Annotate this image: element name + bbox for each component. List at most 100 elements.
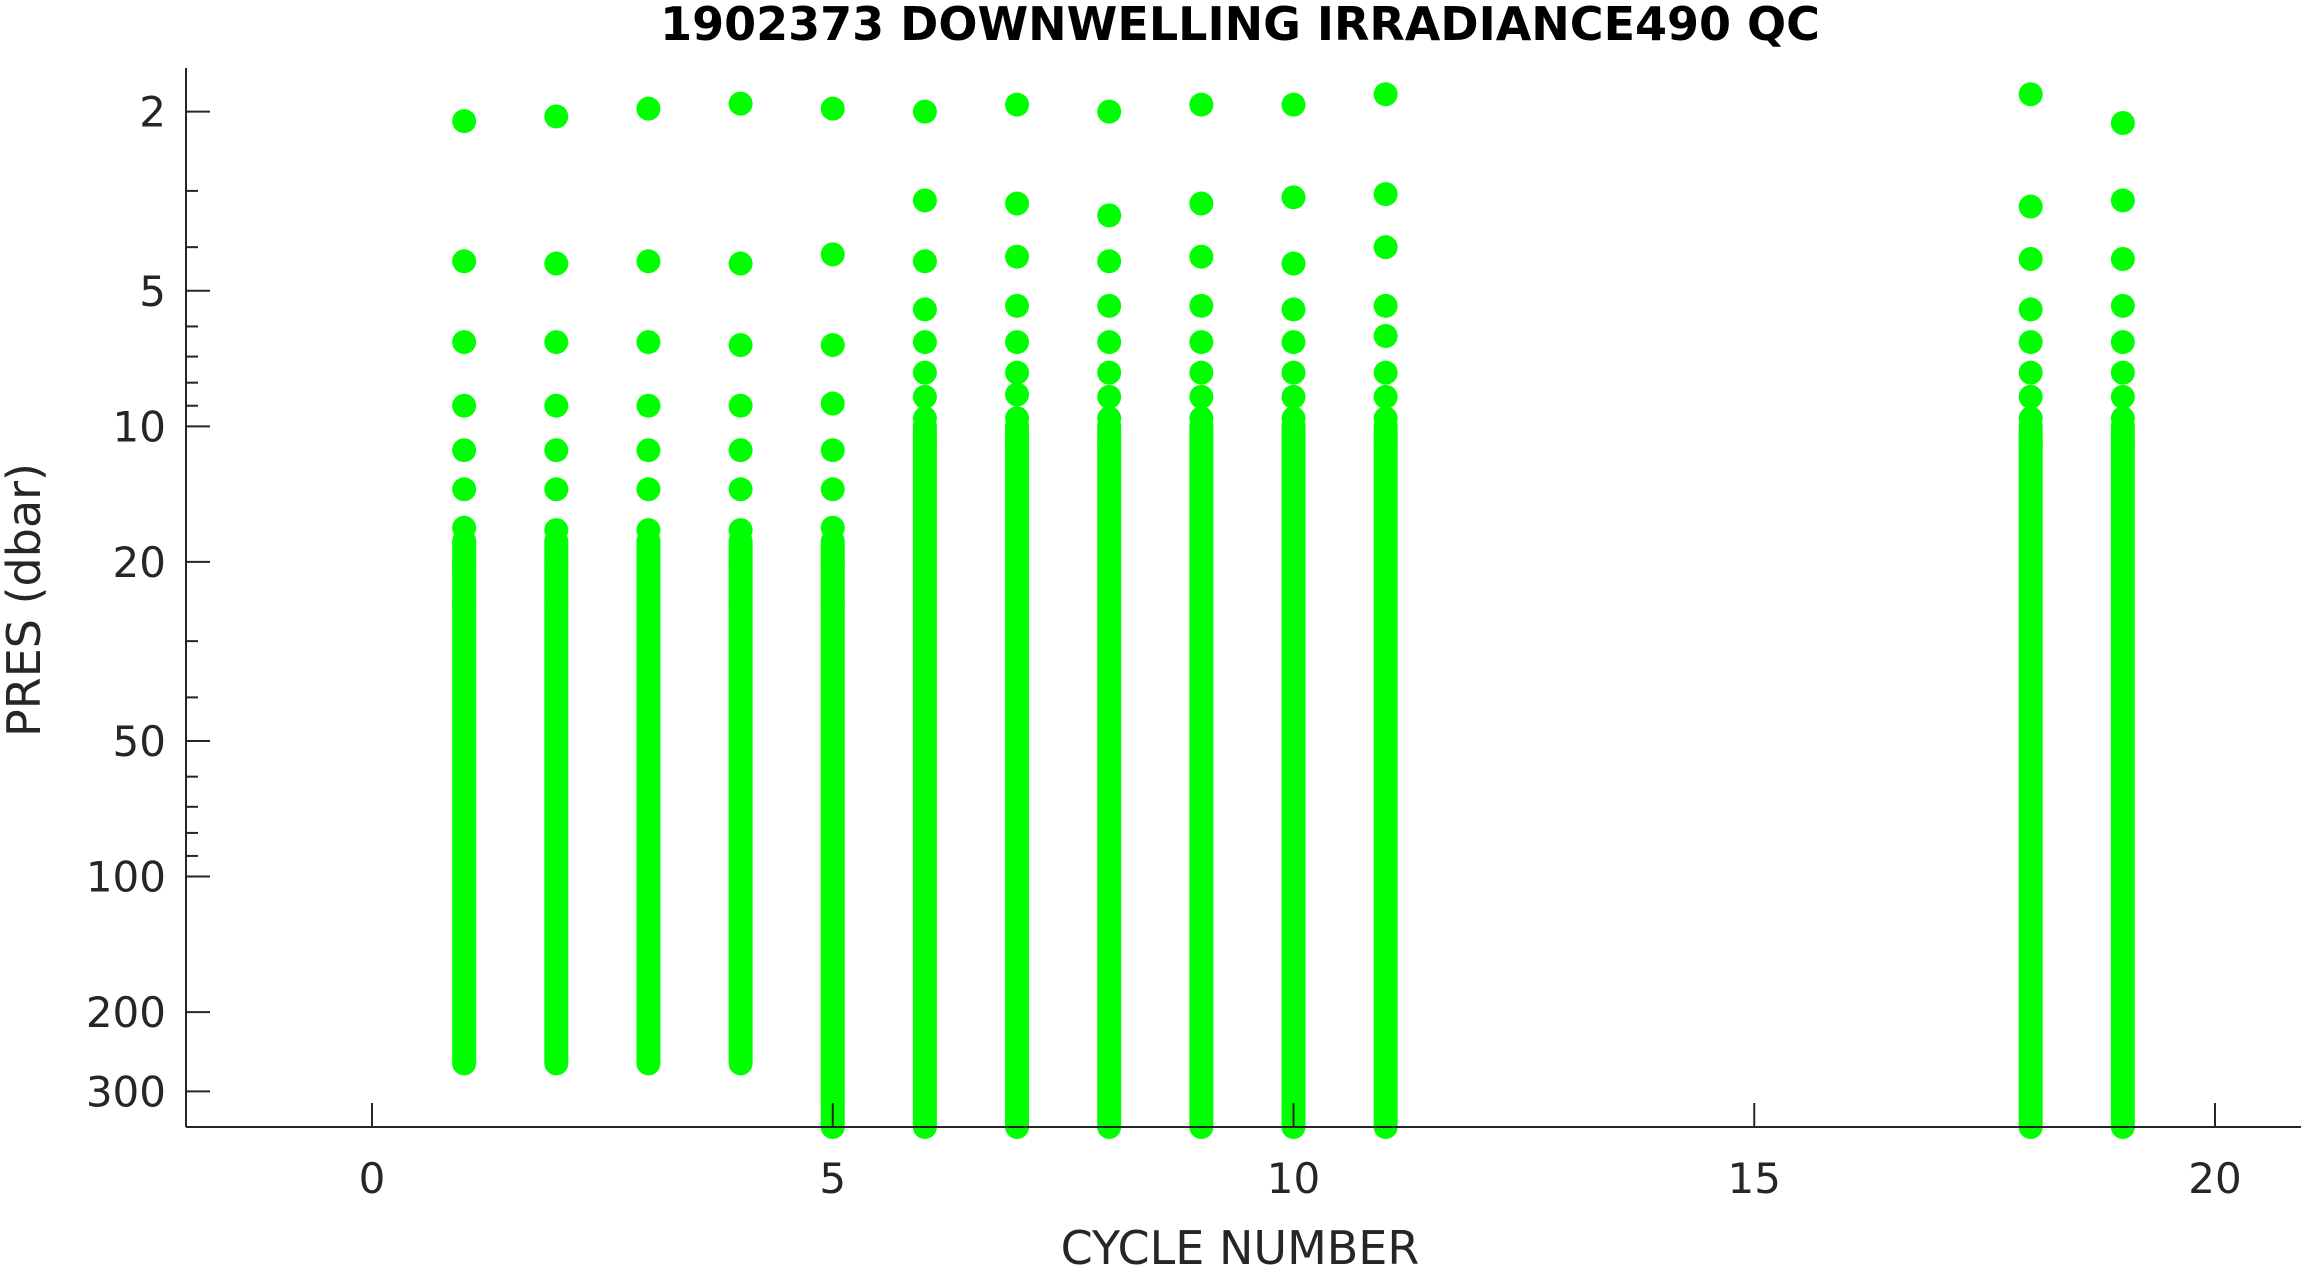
data-point	[1281, 384, 1306, 409]
x-axis-label: CYCLE NUMBER	[1061, 1221, 1420, 1269]
data-point	[1005, 360, 1030, 385]
x-tick-label: 0	[359, 1154, 386, 1203]
data-point	[728, 333, 753, 358]
data-point	[544, 438, 569, 463]
data-point	[2110, 111, 2135, 136]
data-point	[728, 91, 753, 116]
data-point	[452, 330, 477, 355]
data-point	[912, 384, 937, 409]
data-point	[1373, 235, 1398, 260]
data-point	[2018, 82, 2043, 107]
data-point	[2110, 293, 2135, 318]
data-point	[2018, 194, 2043, 219]
data-point	[544, 251, 569, 276]
data-point	[1005, 330, 1030, 355]
data-point	[820, 438, 845, 463]
data-point	[912, 360, 937, 385]
data-point	[452, 109, 477, 134]
chart-title: 1902373 DOWNWELLING IRRADIANCE490 QC	[660, 0, 1820, 51]
data-point	[1189, 384, 1214, 409]
data-point	[1189, 293, 1214, 318]
data-point	[636, 96, 661, 121]
data-point	[636, 477, 661, 502]
y-tick-label: 300	[86, 1067, 166, 1116]
data-point	[1097, 384, 1122, 409]
data-point	[1373, 182, 1398, 207]
data-point	[1189, 244, 1214, 269]
data-point	[912, 99, 937, 124]
data-point	[452, 249, 477, 274]
data-point	[1373, 360, 1398, 385]
data-point	[1097, 360, 1122, 385]
data-point	[544, 104, 569, 129]
y-tick-label: 20	[113, 538, 166, 587]
data-point	[2110, 188, 2135, 213]
data-point	[820, 477, 845, 502]
data-point	[2110, 384, 2135, 409]
data-point	[1005, 382, 1030, 407]
data-point	[2110, 360, 2135, 385]
data-point	[2110, 330, 2135, 355]
data-point	[2110, 247, 2135, 272]
data-point	[636, 438, 661, 463]
data-point	[820, 242, 845, 267]
data-point	[1189, 92, 1214, 117]
data-point	[1097, 203, 1122, 228]
data-point	[1005, 191, 1030, 216]
y-axis-label: PRES (dbar)	[0, 463, 51, 737]
data-point	[912, 330, 937, 355]
y-tick-label: 5	[139, 267, 166, 316]
data-point	[1189, 330, 1214, 355]
data-point	[1281, 251, 1306, 276]
data-point	[1373, 293, 1398, 318]
x-tick-label: 5	[819, 1154, 846, 1203]
data-point	[1281, 92, 1306, 117]
data-point	[544, 393, 569, 418]
y-tick-label: 10	[113, 402, 166, 451]
data-point	[912, 188, 937, 213]
data-point	[820, 96, 845, 121]
data-point	[1373, 323, 1398, 348]
data-point	[544, 330, 569, 355]
data-point	[1281, 185, 1306, 210]
data-point	[636, 393, 661, 418]
data-point	[452, 477, 477, 502]
data-point	[912, 297, 937, 322]
data-point	[820, 391, 845, 416]
data-point	[452, 393, 477, 418]
data-point	[728, 477, 753, 502]
data-point	[452, 438, 477, 463]
data-point	[1097, 99, 1122, 124]
y-tick-label: 2	[139, 88, 166, 137]
data-point	[2018, 297, 2043, 322]
data-point	[1281, 330, 1306, 355]
data-point	[1005, 92, 1030, 117]
x-tick-label: 15	[1728, 1154, 1781, 1203]
data-point	[2018, 247, 2043, 272]
data-point	[1281, 297, 1306, 322]
data-point	[1097, 249, 1122, 274]
data-point	[1189, 360, 1214, 385]
data-point	[2018, 384, 2043, 409]
data-point	[2018, 330, 2043, 355]
y-tick-label: 100	[86, 853, 166, 902]
data-point	[728, 251, 753, 276]
y-axis-ticks: 2 5 10 20 50 100 200 300	[86, 88, 210, 1116]
data-point	[728, 393, 753, 418]
data-markers	[452, 82, 2135, 1139]
x-tick-label: 10	[1267, 1154, 1320, 1203]
data-point	[1189, 191, 1214, 216]
data-point	[728, 438, 753, 463]
data-point	[1005, 244, 1030, 269]
data-point	[636, 249, 661, 274]
data-point	[544, 477, 569, 502]
data-point	[912, 249, 937, 274]
data-point	[1097, 293, 1122, 318]
x-axis-ticks: 0 5 10 15 20	[359, 1103, 2242, 1203]
y-tick-label: 50	[113, 717, 166, 766]
data-point	[636, 330, 661, 355]
data-point	[1281, 360, 1306, 385]
data-point	[1373, 384, 1398, 409]
data-point	[1373, 82, 1398, 107]
